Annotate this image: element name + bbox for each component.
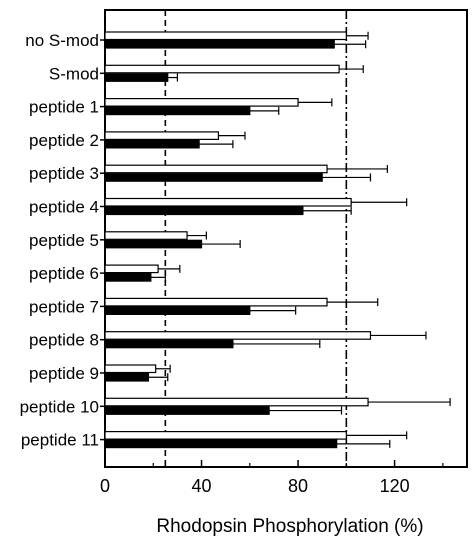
category-label-2: S-mod xyxy=(49,64,99,83)
category-label-11: peptide 9 xyxy=(29,364,99,383)
x-tick-label-2: 40 xyxy=(192,476,212,496)
x-axis-title: Rhodopsin Phosphorylation (%) xyxy=(156,516,423,537)
bar-2-1 xyxy=(104,39,335,49)
category-label-10: peptide 8 xyxy=(29,331,99,350)
bar-2-12 xyxy=(104,406,270,415)
bar-2-10 xyxy=(104,339,234,349)
bar-1-11 xyxy=(104,364,157,374)
category-label-12: peptide 10 xyxy=(20,397,99,416)
bar-1-12 xyxy=(104,397,369,407)
category-label-5: peptide 3 xyxy=(29,164,99,183)
bar-2-5 xyxy=(104,173,323,182)
bar-1-13 xyxy=(104,431,347,440)
bar-1-7 xyxy=(104,231,188,240)
bar-2-13 xyxy=(104,439,338,449)
bar-1-3 xyxy=(104,97,299,107)
bar-1-5 xyxy=(104,164,328,174)
bar-2-3 xyxy=(104,106,251,116)
category-label-13: peptide 11 xyxy=(21,431,99,450)
x-tick-label-4: 120 xyxy=(380,476,410,496)
bar-2-7 xyxy=(104,239,203,249)
category-label-4: peptide 2 xyxy=(29,131,99,150)
bar-1-8 xyxy=(104,264,159,274)
category-label-7: peptide 5 xyxy=(29,231,99,250)
bar-1-9 xyxy=(104,297,328,307)
bar-1-2 xyxy=(104,64,340,74)
bar-1-10 xyxy=(104,331,372,340)
bar-2-2 xyxy=(104,73,169,82)
bar-2-4 xyxy=(104,139,200,149)
plot-area: no S-mod S-mod peptide 1 peptide 2 peptide 3… xyxy=(20,9,468,496)
bar-2-9 xyxy=(104,306,251,315)
category-label-1: no S-mod xyxy=(25,31,99,50)
category-label-6: peptide 4 xyxy=(29,198,99,217)
bar-2-8 xyxy=(104,273,152,282)
category-label-8: peptide 6 xyxy=(29,264,99,283)
bar-1-4 xyxy=(104,131,220,140)
bar-2-6 xyxy=(104,206,304,216)
bar-1-6 xyxy=(104,197,352,207)
category-label-3: peptide 1 xyxy=(29,98,99,117)
x-tick-label-3: 80 xyxy=(288,476,308,496)
category-label-9: peptide 7 xyxy=(29,297,99,316)
x-tick-label-1: 0 xyxy=(100,476,110,496)
bar-2-11 xyxy=(104,372,150,382)
bar-1-1 xyxy=(104,31,347,41)
